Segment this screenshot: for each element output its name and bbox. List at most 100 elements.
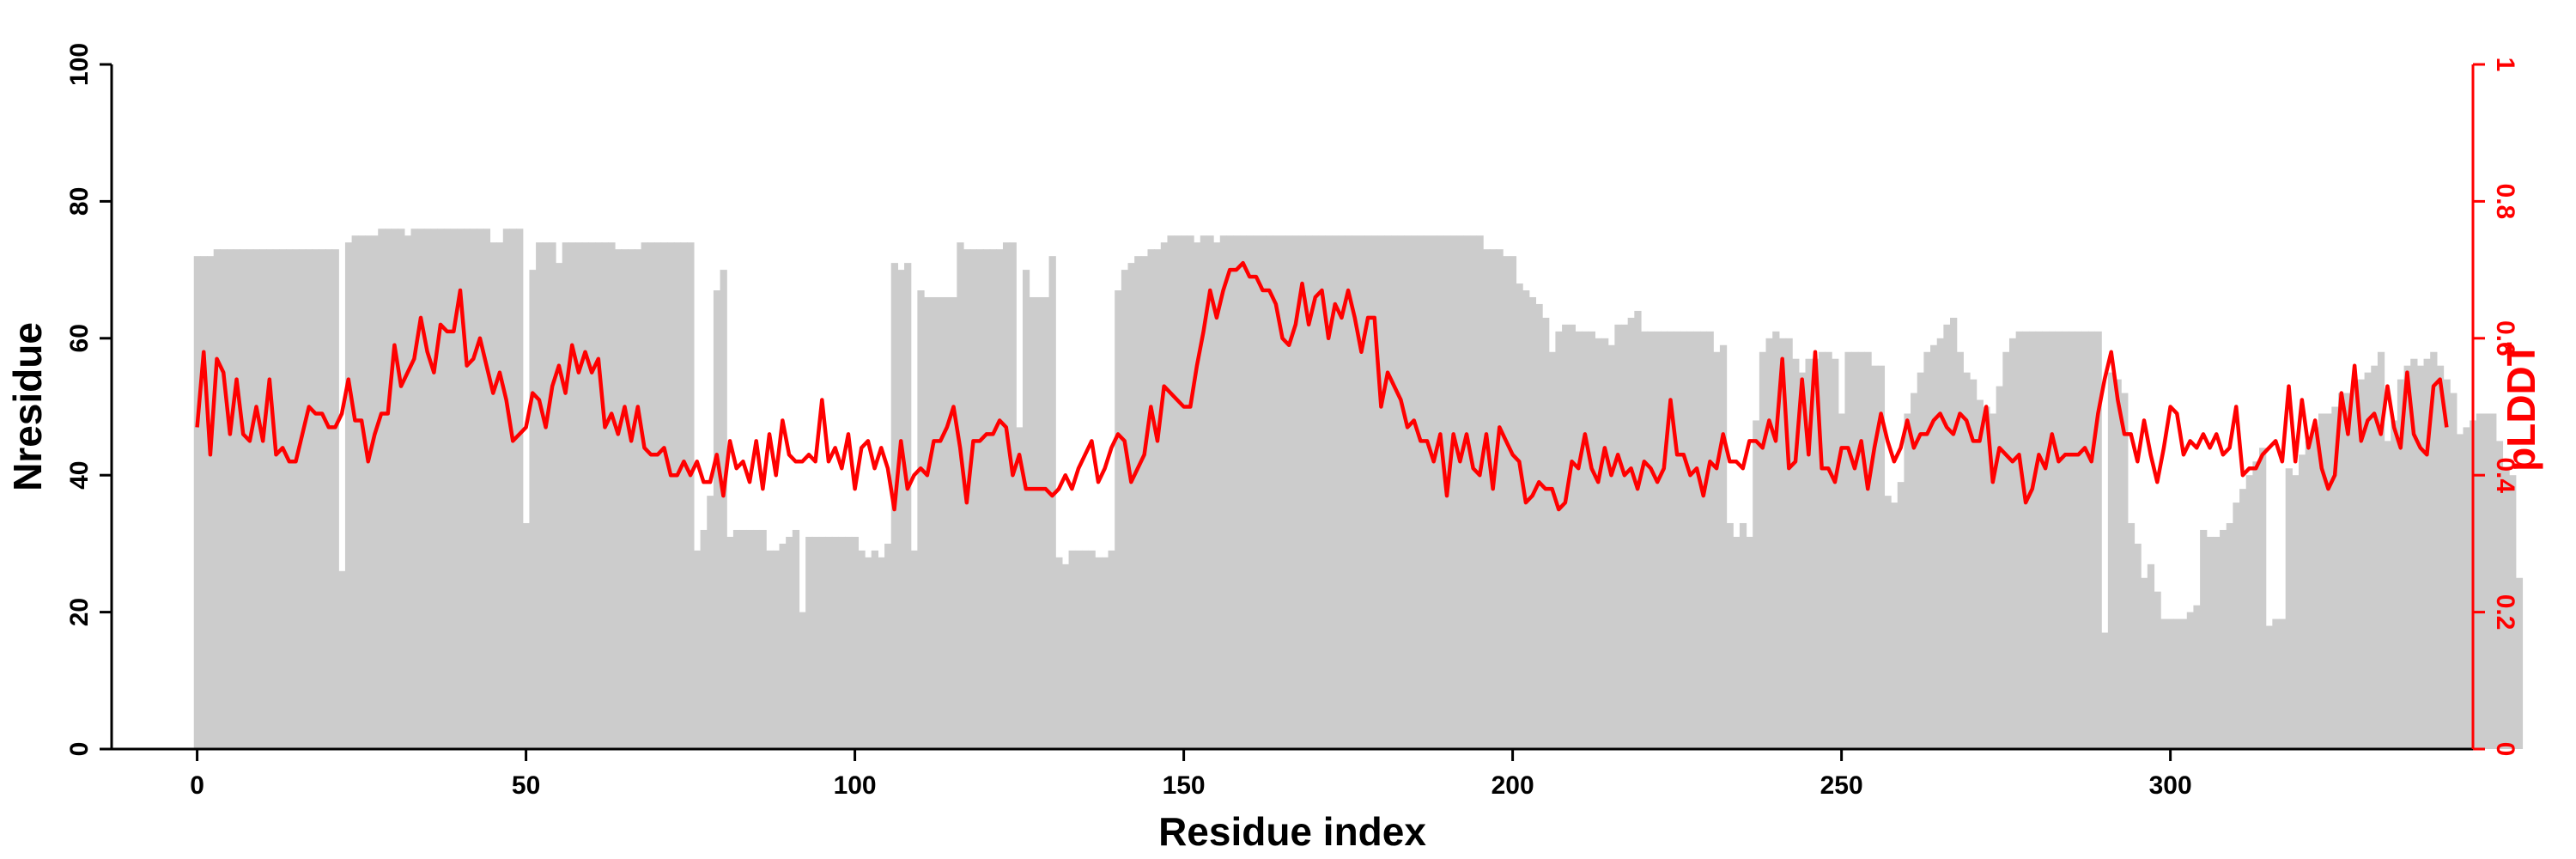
bar [1311,235,1320,749]
bar [1180,235,1188,749]
bar [1963,372,1971,749]
bar [2008,338,2017,749]
bar [509,228,517,749]
bar [720,270,727,750]
bar [2509,475,2517,749]
bar [2502,468,2510,749]
bar [351,235,359,749]
bar [1397,235,1405,749]
bar [2147,564,2155,749]
bar [1140,256,1149,749]
right-y-tick-label: 0.4 [2491,457,2519,493]
bar [1719,344,1728,749]
bar [529,270,537,750]
right-y-axis-title: pLDDT [2499,342,2543,472]
bar [1298,235,1306,749]
bar [2180,618,2188,749]
bar [1818,351,1826,749]
bar [1075,550,1083,749]
bar [2015,331,2023,749]
bar [1607,344,1615,749]
bar [779,543,787,749]
bar [1812,358,1820,749]
bar [1950,317,1958,749]
bar [1838,413,1846,749]
bar [1200,235,1208,749]
bar [1174,235,1182,749]
bar [680,242,688,750]
bar [1233,235,1241,749]
bar [536,242,544,750]
bar [2220,529,2227,749]
bar [1699,331,1708,749]
bar [653,242,662,750]
bar [1535,303,1543,749]
bar [1483,249,1491,749]
left-y-tick-label: 20 [65,598,94,626]
bar [1640,331,1649,749]
bar [1358,235,1365,749]
right-y-tick-label: 0 [2491,742,2519,757]
bar [1943,324,1951,749]
bar [1279,235,1286,749]
bar [673,242,682,750]
bar [1253,235,1261,749]
bar [1213,242,1221,750]
bar [404,235,412,749]
bar [292,249,300,749]
bar [1266,235,1273,749]
bar [305,249,313,749]
bar [2384,441,2391,749]
bar [279,249,287,749]
x-tick-label: 50 [512,771,540,800]
bar [1377,235,1385,749]
bar [1911,393,1918,749]
bar [1785,338,1793,749]
bar [1595,338,1602,749]
bar [700,529,708,749]
bar [2173,618,2181,749]
bar [660,242,668,750]
bar [1187,235,1194,749]
bar [825,536,833,749]
bar [1239,235,1247,749]
bar [707,496,714,749]
bar [575,242,583,750]
bar [1108,550,1115,749]
bar [818,536,826,749]
bar [2245,475,2253,749]
bar [1522,290,1530,749]
bar [2081,331,2089,749]
bar [1575,331,1583,749]
bar [1147,249,1155,749]
bar [1713,351,1721,749]
bar [2476,413,2484,749]
bar [1706,331,1714,749]
bar [615,249,623,749]
bar [2423,358,2431,749]
right-y-tick-label: 0.8 [2491,184,2519,220]
bar [2094,331,2102,749]
bar [542,242,550,750]
bar [2252,461,2260,749]
bar [364,235,373,749]
bar [240,249,247,749]
bar [299,249,307,749]
bar [437,228,445,749]
bar [1016,427,1024,749]
bar [950,296,957,750]
bar [2154,591,2161,749]
bar [325,249,333,749]
right-y-tick-label: 0.6 [2491,320,2519,356]
bar [1061,564,1070,749]
bar [2101,632,2109,749]
bar [319,249,326,749]
bar [2193,605,2201,749]
bar [344,242,353,750]
bar [516,228,524,749]
bar [1667,331,1674,749]
bar [1246,235,1254,749]
bar [1739,522,1747,749]
bar [805,536,813,749]
bar [1489,249,1498,749]
